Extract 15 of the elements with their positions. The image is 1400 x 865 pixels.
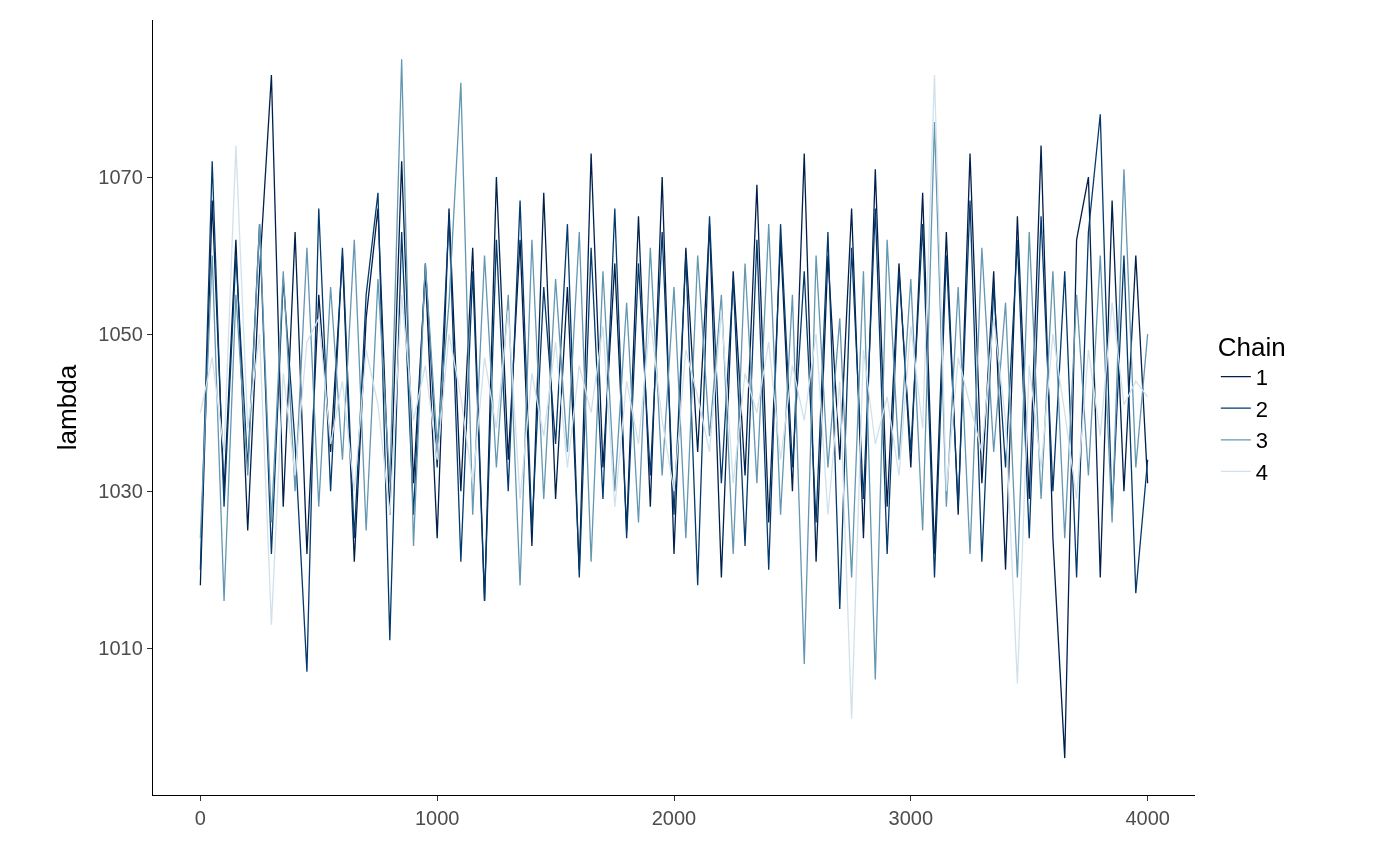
y-tick-label: 1070	[98, 166, 143, 189]
legend-label: 2	[1255, 396, 1269, 422]
y-tick-label: 1010	[98, 637, 143, 660]
legend-title: Chain	[1217, 331, 1286, 362]
y-axis-title: lambda	[51, 364, 82, 451]
y-tick-label: 1050	[98, 323, 143, 346]
legend-label: 4	[1255, 459, 1269, 485]
x-tick-label: 4000	[1125, 807, 1170, 830]
x-tick-label: 1000	[414, 807, 460, 830]
x-tick-label: 2000	[651, 807, 697, 830]
x-tick-label: 0	[194, 807, 206, 830]
y-tick-label: 1030	[98, 480, 143, 503]
legend-label: 3	[1255, 428, 1269, 454]
legend-label: 1	[1255, 365, 1269, 391]
x-tick-label: 3000	[888, 807, 934, 830]
